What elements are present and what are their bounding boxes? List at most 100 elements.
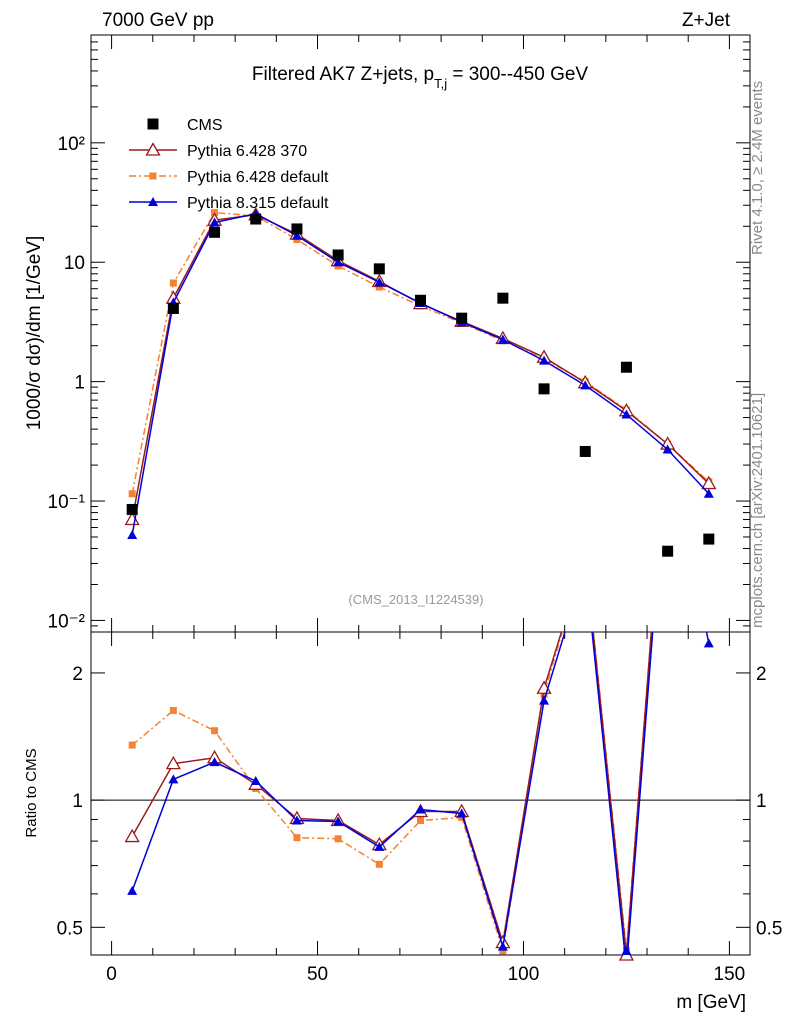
data-point [620, 361, 632, 373]
ratio-y-tick-label: 1 [72, 791, 83, 812]
x-tick-label: 50 [307, 964, 328, 985]
ratio-point [293, 834, 301, 842]
data-point [538, 383, 550, 395]
series-2 [128, 209, 713, 498]
ratio-point [168, 774, 179, 784]
ratio-line [131, 632, 710, 955]
ratio-y-axis-label: Ratio to CMS [23, 748, 40, 837]
series-line [131, 211, 710, 494]
main-y-tick-labels: 10⁻² 10⁻¹ 1 10 10² [48, 134, 86, 633]
legend: CMS Pythia 6.428 370 Pythia 6.428 default P… [129, 117, 329, 212]
series-0 [126, 213, 715, 557]
ratio-plot-frame [90, 631, 751, 956]
data-point [497, 292, 509, 304]
process-label: Z+Jet [682, 10, 731, 31]
ratio-point [415, 804, 426, 814]
legend-item: Pythia 6.428 370 [129, 142, 307, 160]
x-tick-label: 150 [714, 964, 746, 985]
legend-item: Pythia 6.428 default [129, 169, 329, 186]
ratio-ticks [91, 632, 750, 955]
ratio-point [375, 860, 383, 868]
x-tick-label: 0 [106, 964, 117, 985]
data-point [456, 312, 468, 324]
ratio-point [334, 835, 342, 843]
data-point [703, 533, 715, 545]
ratio-point [165, 755, 181, 770]
data-point [128, 490, 136, 498]
main-y-tick-label: 10² [58, 134, 85, 155]
data-point [374, 277, 385, 287]
analysis-watermark: (CMS_2013_I1224539) [348, 592, 483, 607]
data-point [539, 355, 550, 365]
legend-label: Pythia 6.428 default [187, 169, 329, 186]
ratio-point [417, 816, 424, 824]
legend-marker [148, 197, 158, 206]
ratio-series-2 [127, 632, 714, 955]
legend-marker [147, 118, 159, 130]
data-point [126, 503, 138, 515]
ratio-y-tick-label-right: 1 [756, 791, 767, 812]
ratio-y-tick-label: 2 [72, 664, 83, 685]
main-ticks [91, 34, 750, 633]
data-point [209, 226, 221, 238]
data-point [703, 488, 714, 498]
rivet-version-label: Rivet 4.1.0, ≥ 2.4M events [749, 81, 766, 255]
ratio-y-tick-label-right: 0.5 [756, 918, 782, 939]
data-point [580, 380, 591, 390]
ratio-panel: 0.5 0.5 1 1 2 2 0 50 100 150 Ratio to CMS m [GeV… [23, 631, 783, 1013]
ratio-point [499, 947, 507, 955]
data-point [169, 279, 177, 287]
ratio-series-0 [124, 632, 653, 961]
legend-marker [145, 142, 161, 156]
ratio-line [131, 632, 652, 952]
legend-item: CMS [147, 117, 223, 134]
ratio-y-tick-label: 0.5 [57, 918, 83, 939]
data-point [621, 409, 632, 419]
legend-item: Pythia 8.315 default [129, 195, 329, 212]
mcplots-label: mcplots.cern.ch [arXiv:2401.10621] [749, 393, 766, 628]
ratio-point [291, 815, 302, 825]
ratio-point [539, 695, 550, 705]
legend-label: CMS [187, 117, 223, 134]
data-point [415, 294, 426, 306]
plot-title: Filtered AK7 Z+jets, pT,j = 300--450 GeV [252, 64, 589, 91]
data-point [333, 257, 344, 267]
ratio-series [124, 632, 714, 961]
x-tick-label: 100 [508, 964, 540, 985]
ratio-point [124, 828, 140, 843]
ratio-series-1 [128, 632, 652, 955]
main-y-tick-label: 1 [74, 373, 85, 394]
legend-label: Pythia 8.315 default [187, 195, 329, 212]
series-line [131, 212, 710, 536]
data-point [662, 444, 673, 454]
data-point [209, 217, 220, 227]
ratio-point [169, 706, 177, 714]
main-panel: 10⁻² 10⁻¹ 1 10 10² Filtered AK7 Z+jets, pT,j… [24, 34, 751, 633]
data-point [291, 230, 302, 240]
y-axis-label: 1000/σ dσ)/dm [1/GeV] [24, 236, 45, 431]
main-y-tick-label: 10 [64, 253, 85, 274]
data-point [291, 223, 303, 235]
main-series [124, 206, 717, 557]
data-point [127, 529, 138, 539]
energy-label: 7000 GeV pp [102, 10, 214, 31]
ratio-point [128, 741, 136, 749]
data-point [662, 545, 674, 557]
data-point [332, 249, 344, 261]
data-point [373, 263, 385, 275]
legend-label: Pythia 6.428 370 [187, 143, 307, 160]
ratio-point [250, 775, 261, 785]
ratio-y-tick-labels: 0.5 0.5 1 1 2 2 [57, 664, 783, 939]
data-point [167, 302, 179, 314]
ratio-y-tick-label-right: 2 [756, 664, 767, 685]
ratio-point [209, 757, 220, 767]
ratio-point [333, 816, 344, 826]
main-y-tick-label: 10⁻² [48, 611, 86, 632]
data-point [250, 213, 262, 225]
ratio-point [497, 941, 508, 951]
legend-marker [149, 172, 157, 180]
data-point [579, 445, 591, 457]
ratio-point [211, 727, 219, 735]
ratio-line [131, 632, 653, 955]
